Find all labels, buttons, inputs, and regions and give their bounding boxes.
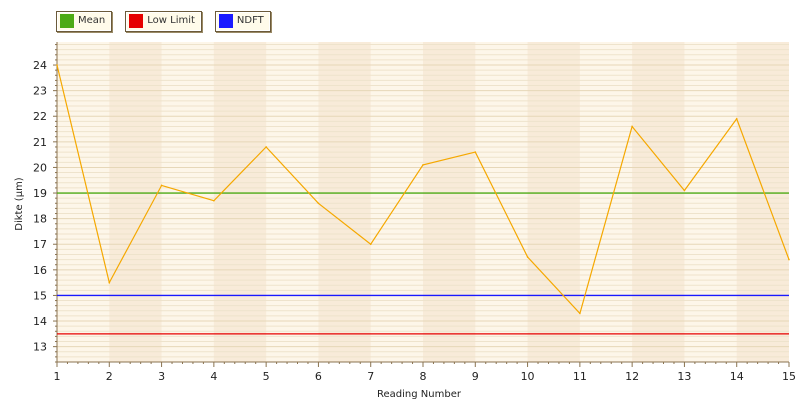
y-tick-label: 18	[33, 213, 47, 226]
x-tick-label: 14	[730, 370, 744, 383]
data-point	[369, 243, 372, 246]
legend-label-mean: Mean	[78, 15, 106, 26]
y-tick-label: 23	[33, 85, 47, 98]
data-point	[317, 202, 320, 205]
y-axis-title: Dikte (µm)	[14, 177, 25, 231]
legend-item-mean[interactable]: Mean	[56, 10, 113, 32]
data-point	[474, 151, 477, 153]
y-tick-label: 17	[33, 238, 47, 251]
background-band	[736, 42, 789, 362]
data-point	[526, 256, 529, 258]
data-point	[56, 64, 58, 66]
y-tick-label: 15	[33, 289, 47, 302]
y-tick-label: 19	[33, 187, 47, 200]
data-point	[213, 199, 215, 202]
data-point	[265, 146, 267, 148]
legend-label-low-limit: Low Limit	[147, 15, 195, 26]
x-tick-label: 13	[677, 370, 691, 383]
background-band	[632, 42, 685, 362]
ndft-swatch-icon	[218, 14, 233, 28]
background-band	[527, 42, 580, 362]
low-limit-swatch-icon	[129, 14, 144, 28]
y-tick-label: 21	[33, 136, 47, 149]
x-tick-label: 10	[521, 370, 535, 383]
y-tick-label: 22	[33, 110, 47, 123]
x-tick-label: 11	[573, 370, 587, 383]
x-tick-label: 15	[782, 370, 796, 383]
data-point	[735, 118, 738, 120]
x-tick-label: 6	[315, 370, 322, 383]
data-point	[160, 184, 163, 187]
legend-label-ndft: NDFT	[236, 15, 264, 26]
y-tick-label: 16	[33, 264, 47, 277]
data-point	[579, 312, 581, 315]
background-band	[213, 42, 267, 362]
background-band	[423, 42, 476, 362]
legend: Mean Low Limit NDFT	[56, 10, 271, 32]
data-point	[631, 125, 633, 128]
x-tick-label: 12	[625, 370, 639, 383]
x-tick-label: 7	[367, 370, 374, 383]
x-tick-label: 1	[54, 370, 61, 383]
x-tick-label: 4	[210, 370, 217, 383]
y-tick-label: 20	[33, 161, 47, 174]
background-band	[318, 42, 371, 362]
mean-swatch-icon	[60, 14, 74, 28]
data-point	[683, 189, 686, 192]
legend-item-ndft[interactable]: NDFT	[214, 10, 271, 32]
x-tick-label: 5	[263, 370, 270, 383]
data-point	[422, 164, 424, 166]
data-point	[788, 258, 790, 261]
y-tick-label: 13	[33, 341, 47, 354]
y-tick-label: 14	[33, 315, 47, 328]
x-axis-title: Reading Number	[377, 389, 462, 400]
x-tick-label: 8	[420, 370, 427, 383]
background-band	[109, 42, 162, 362]
legend-item-low-limit[interactable]: Low Limit	[125, 10, 202, 32]
data-point	[108, 281, 111, 284]
x-tick-label: 3	[158, 370, 165, 383]
x-tick-label: 2	[106, 370, 113, 383]
x-tick-label: 9	[472, 370, 479, 383]
y-tick-label: 24	[33, 59, 47, 72]
